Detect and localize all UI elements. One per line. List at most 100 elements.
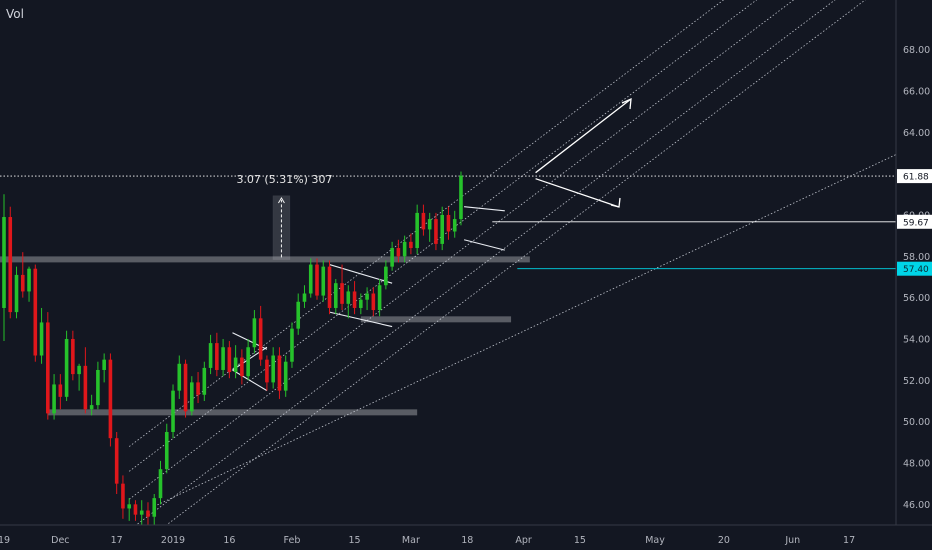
candle-body [415,212,419,249]
candle-49 [302,285,307,308]
x-tick-label: 15 [349,535,361,546]
candle-body [371,293,376,311]
candle-body [171,390,175,432]
candle-body [177,363,182,391]
candle-body [402,241,407,257]
candle-74 [459,171,463,226]
candle-body [277,355,282,391]
candle-body [352,291,357,308]
candle-2 [8,206,13,319]
candle-26 [158,460,163,505]
x-tick-label: 18 [461,535,473,546]
candle-69 [427,212,432,242]
candle-30 [183,359,188,418]
candle-55 [340,264,344,311]
candle-63 [390,241,394,271]
candle-9 [52,374,56,420]
candle-70 [434,212,438,251]
price-levels [0,175,896,270]
candle-8 [46,312,50,420]
candle-body [190,382,194,412]
candle-28 [171,384,175,439]
channel-line-2 [128,0,758,472]
price-badge-3 [897,261,932,276]
candle-body [139,510,144,515]
candle-body [452,219,457,232]
price-badge-text-2: 59.67 [903,218,929,228]
candle-body [434,219,438,244]
projection-arrows [535,97,632,208]
pattern-line-5 [329,311,393,328]
candle-36 [221,338,225,377]
time-axis[interactable]: 19 Dec 17 2019 16 Feb 15 Mar 18 Apr 15 May 20 Jun 17 [0,524,932,546]
y-tick-label: 46.00 [903,500,930,511]
candle-38 [233,345,238,379]
candle-64 [396,239,401,263]
candle-48 [296,293,301,335]
x-tick-label: 15 [574,535,586,546]
candle-51 [315,258,319,300]
candle-46 [283,355,288,397]
y-tick-label: 66.00 [903,86,930,97]
x-tick-label: Dec [51,535,69,546]
candle-body [409,241,413,249]
candle-37 [227,341,232,379]
candle-43 [265,355,269,391]
x-tick-label: Mar [402,535,420,546]
candle-body [146,510,150,517]
candle-15 [89,394,94,416]
candle-body [258,318,263,360]
measure-arrow-head [278,196,285,204]
arrow-up-head [621,97,632,110]
candle-7 [39,307,44,364]
candle-5 [27,266,31,302]
channel-line-1 [128,0,725,447]
candle-body [459,175,463,220]
measure-tool: 3.07 (5.31%) 307 [236,173,332,260]
x-tick-label: 17 [111,535,123,546]
indicator-label[interactable]: Vol [6,7,24,21]
candle-body [308,264,313,294]
candle-58 [359,293,363,315]
candle-body [20,274,25,292]
candle-body [359,299,363,308]
x-tick-label: 2019 [161,535,185,546]
candle-11 [64,330,69,401]
candle-52 [321,260,326,302]
candle-body [440,214,444,244]
candle-body [96,369,100,406]
candle-body [271,355,275,383]
x-tick-label: 16 [223,535,235,546]
candle-body [384,266,388,286]
candle-body [71,338,75,375]
candle-4 [20,252,25,298]
candle-25 [152,493,157,525]
candle-body [164,431,169,470]
candle-body [421,212,426,230]
y-tick-label: 56.00 [903,293,930,304]
price-badge-1 [897,169,932,184]
candles [2,171,463,525]
candle-22 [133,500,138,521]
candle-27 [164,423,169,474]
candle-body [390,248,394,267]
candle-body [333,283,338,308]
y-tick-label: 48.00 [903,458,930,469]
candle-body [102,359,106,370]
price-axis[interactable]: 46.0048.0050.0052.0054.0056.0058.0060.00… [895,0,932,525]
channel-lines [128,0,896,525]
candle-body [121,483,125,509]
candle-33 [202,361,207,401]
y-tick-label: 58.00 [903,252,930,263]
candle-body [202,367,207,395]
x-tick-label: 20 [718,535,730,546]
candle-body [427,219,432,230]
price-badge-2 [897,214,932,229]
candle-body [33,268,38,356]
candle-body [52,384,56,414]
candle-body [215,343,219,370]
pattern-line-4 [329,264,393,284]
candle-body [8,217,13,313]
